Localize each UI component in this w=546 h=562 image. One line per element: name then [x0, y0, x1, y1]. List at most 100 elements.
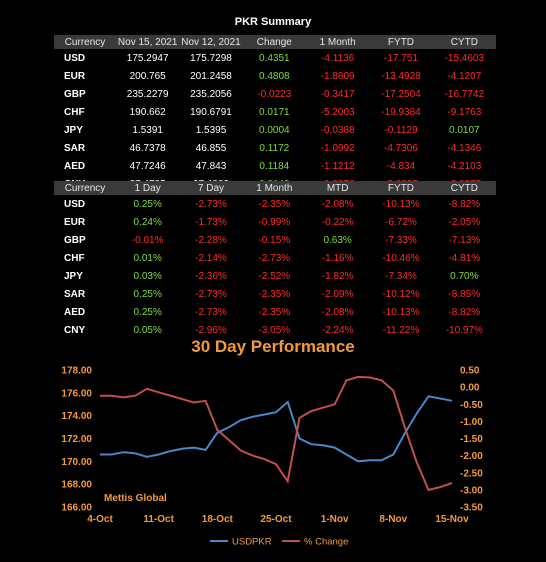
column-header: CYTD	[432, 181, 496, 195]
x-tick-label: 18-Oct	[202, 514, 234, 525]
table-row: JPY 0.03% -2.36% -2.52% -1.82% -7.34% 0.70%	[54, 267, 496, 285]
value-cell: -2.35%	[258, 198, 291, 210]
value-cell: 0.24%	[133, 216, 162, 228]
value-cell: -0.01%	[131, 234, 164, 246]
value-cell: 0.25%	[133, 198, 162, 210]
column-header: CYTD	[432, 35, 496, 49]
value-cell: -8.82%	[448, 306, 481, 318]
value-cell: -0.0388	[320, 124, 355, 136]
table-row: EUR 0.24% -1.73% -0.99% -0.22% -6.72% -2.05%	[54, 213, 496, 231]
x-tick-label: 4-Oct	[87, 514, 113, 525]
table-row: USD 175.2947 175.7298 0.4351 -4.1136 -17.751 -…	[54, 49, 496, 67]
table-row: JPY 1.5391 1.5395 0.0004 -0.0388 -0.1129 0.010…	[54, 121, 496, 139]
value-cell: 0.0107	[449, 124, 480, 136]
column-header: FYTD	[369, 35, 433, 49]
column-header: MTD	[305, 181, 370, 195]
column-header: Currency	[54, 35, 116, 49]
value-cell: -5.2003	[320, 106, 355, 118]
rates-table-header: Currency Nov 15, 2021 Nov 12, 2021 Change 1 …	[54, 35, 496, 49]
page-title: PKR Summary	[234, 16, 312, 28]
value-cell: -0.3417	[320, 88, 355, 100]
y-right-tick-label: -3.50	[460, 503, 483, 514]
value-cell: -13.4928	[381, 70, 421, 82]
currency-cell: EUR	[64, 216, 86, 228]
series-line-change	[100, 375, 453, 492]
value-cell: -8.85%	[448, 288, 481, 300]
value-cell: -2.35%	[258, 306, 291, 318]
y-left-tick-label: 166.00	[61, 503, 92, 514]
value-cell: -2.96%	[195, 324, 227, 336]
currency-cell: CHF	[64, 252, 85, 264]
value-cell: -1.82%	[321, 270, 354, 282]
watermark-label: Mettis Global	[104, 493, 167, 504]
value-cell: -1.16%	[321, 252, 354, 264]
value-cell: -10.13%	[382, 198, 420, 210]
value-cell: -2.14%	[195, 252, 227, 264]
value-cell: -2.73%	[258, 252, 291, 264]
column-header: Nov 12, 2021	[179, 35, 243, 49]
currency-cell: AED	[64, 160, 86, 172]
value-cell: -10.13%	[382, 306, 420, 318]
value-cell: -4.2103	[447, 160, 482, 172]
value-cell: -0.99%	[258, 216, 291, 228]
value-cell: 0.25%	[133, 288, 162, 300]
value-cell: 0.4351	[259, 52, 290, 64]
y-left-tick-label: 172.00	[61, 434, 92, 445]
column-header: Change	[242, 35, 306, 49]
value-cell: -7.33%	[385, 234, 417, 246]
table-row: AED 47.7246 47.843 0.1184 -1.1212 -4.834 -4.21…	[54, 157, 496, 175]
y-right-tick-label: -2.50	[460, 468, 483, 479]
table-row: AED 0.25% -2.73% -2.35% -2.08% -10.13% -8.82%	[54, 303, 496, 321]
value-cell: -1.0992	[320, 142, 355, 154]
value-cell: -4.81%	[448, 252, 481, 264]
currency-cell: GBP	[64, 88, 86, 100]
value-cell: -0.15%	[258, 234, 291, 246]
table-row: USD 0.25% -2.73% -2.35% -2.08% -10.13% -8.82%	[54, 195, 496, 213]
value-cell: 0.03%	[133, 270, 162, 282]
y-left-tick-label: 170.00	[61, 457, 92, 468]
value-cell: -4.1346	[447, 142, 482, 154]
currency-cell: GBP	[64, 234, 86, 246]
y-right-tick-label: 0.50	[460, 366, 480, 377]
value-cell: 0.4808	[259, 70, 290, 82]
value-cell: 200.765	[129, 70, 166, 82]
table-row: SAR 46.7378 46.855 0.1172 -1.0992 -4.7306 -4.1…	[54, 139, 496, 157]
table-row: CHF 0.01% -2.14% -2.73% -1.16% -10.46% -4.81%	[54, 249, 496, 267]
value-cell: -17.2504	[381, 88, 421, 100]
value-cell: -2.08%	[321, 198, 354, 210]
value-cell: -2.73%	[195, 288, 227, 300]
y-right-tick-label: -0.50	[460, 400, 483, 411]
value-cell: 0.1172	[259, 142, 290, 154]
value-cell: -9.1763	[447, 106, 482, 118]
y-right-tick-label: -1.00	[460, 417, 483, 428]
currency-cell: JPY	[64, 270, 83, 282]
table-row: SAR 0.25% -2.73% -2.35% -2.09% -10.12% -8.85%	[54, 285, 496, 303]
value-cell: -2.05%	[448, 216, 481, 228]
value-cell: -1.73%	[195, 216, 227, 228]
currency-cell: CHF	[64, 106, 85, 118]
value-cell: -3.05%	[258, 324, 291, 336]
table-row: GBP -0.01% -2.28% -0.15% 0.63% -7.33% -7.13%	[54, 231, 496, 249]
value-cell: -1.1212	[320, 160, 355, 172]
value-cell: 235.2279	[126, 88, 169, 100]
y-left-tick-label: 176.00	[61, 388, 92, 399]
value-cell: -7.13%	[448, 234, 481, 246]
value-cell: 0.25%	[133, 306, 162, 318]
currency-cell: SAR	[64, 288, 86, 300]
value-cell: -2.08%	[321, 306, 354, 318]
value-cell: -11.22%	[382, 324, 420, 336]
value-cell: -2.73%	[195, 306, 227, 318]
value-cell: -0.0223	[257, 88, 292, 100]
value-cell: 1.5395	[195, 124, 227, 136]
value-cell: 190.6791	[190, 106, 232, 118]
column-header: 1 Month	[305, 35, 370, 49]
currency-cell: SAR	[64, 142, 86, 154]
value-cell: -2.35%	[258, 288, 291, 300]
value-cell: 175.2947	[126, 52, 169, 64]
value-cell: -4.1207	[447, 70, 482, 82]
value-cell: -8.82%	[448, 198, 481, 210]
series-line-usdpkr	[100, 395, 453, 463]
value-cell: -0.22%	[321, 216, 354, 228]
column-header: Nov 15, 2021	[116, 35, 180, 49]
